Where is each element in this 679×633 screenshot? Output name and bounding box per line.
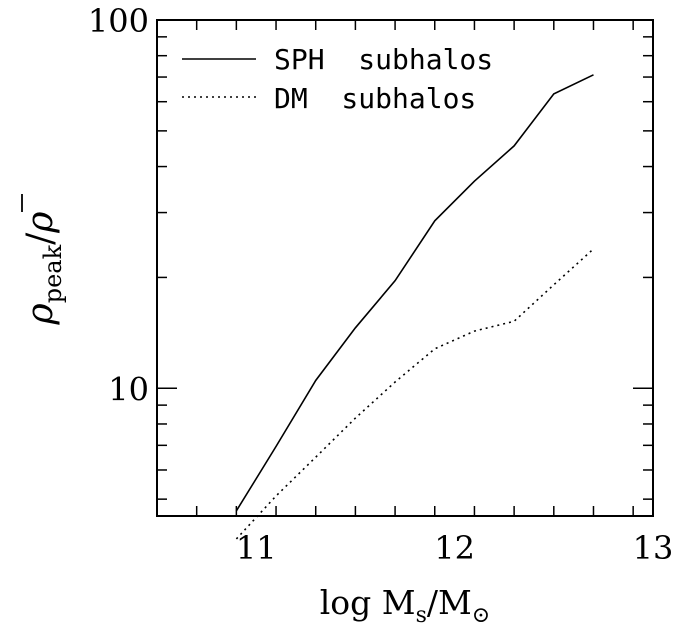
x-tick-label: 13 bbox=[633, 529, 674, 567]
x-tick-label: 11 bbox=[236, 529, 277, 567]
axis-tick-labels: 11 12 13 10 100 bbox=[88, 2, 673, 567]
legend-label-dm: DM subhalos bbox=[274, 82, 476, 115]
series-line-dm bbox=[235, 248, 595, 540]
plot-area bbox=[156, 19, 654, 517]
series-line-sph bbox=[235, 74, 594, 512]
y-tick-label: 100 bbox=[88, 2, 149, 40]
axis-ticks bbox=[156, 19, 653, 516]
y-axis-title: ρpeak/ρ bbox=[20, 194, 67, 325]
svg-text:ρpeak/ρ: ρpeak/ρ bbox=[20, 212, 67, 326]
series-group bbox=[235, 74, 595, 540]
legend: SPH subhalos DM subhalos bbox=[182, 43, 493, 115]
legend-label-sph: SPH subhalos bbox=[274, 43, 493, 76]
plot-frame bbox=[156, 19, 654, 517]
x-tick-label: 12 bbox=[434, 529, 475, 567]
y-tick-label: 10 bbox=[108, 370, 149, 408]
x-axis-title: log Ms/M⊙ bbox=[320, 583, 490, 628]
